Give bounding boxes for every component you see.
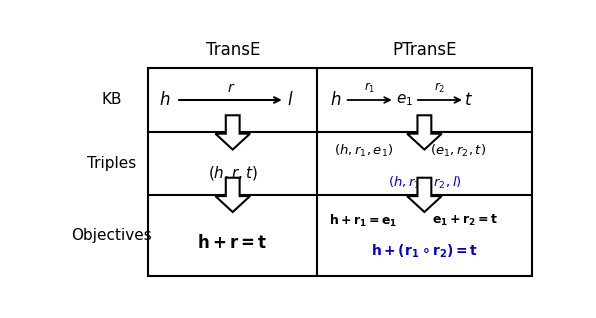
FancyArrow shape xyxy=(407,115,442,149)
Text: Objectives: Objectives xyxy=(71,228,152,243)
Text: $(h,r_1\circ r_2,l)$: $(h,r_1\circ r_2,l)$ xyxy=(387,175,461,191)
Text: $e_1$: $e_1$ xyxy=(396,92,413,108)
Text: $t$: $t$ xyxy=(464,91,473,109)
Text: PTransE: PTransE xyxy=(392,41,457,59)
FancyArrow shape xyxy=(215,178,250,212)
Text: KB: KB xyxy=(101,93,122,107)
Text: $\mathbf{h+(r_1\circ r_2)=t}$: $\mathbf{h+(r_1\circ r_2)=t}$ xyxy=(371,243,478,260)
Text: $l$: $l$ xyxy=(287,91,293,109)
Text: $h$: $h$ xyxy=(330,91,341,109)
Text: $(h,r,t)$: $(h,r,t)$ xyxy=(207,164,257,183)
FancyArrow shape xyxy=(215,115,250,149)
Text: $(e_1,r_2,t)$: $(e_1,r_2,t)$ xyxy=(430,143,486,159)
Text: $r_2$: $r_2$ xyxy=(434,81,445,95)
Text: $\mathbf{h+r_1=e_1}$: $\mathbf{h+r_1=e_1}$ xyxy=(330,212,398,229)
Text: $\mathbf{h+r=t}$: $\mathbf{h+r=t}$ xyxy=(197,234,268,252)
Text: $\mathbf{e_1+r_2=t}$: $\mathbf{e_1+r_2=t}$ xyxy=(432,213,498,228)
FancyArrow shape xyxy=(407,178,442,212)
Text: $r$: $r$ xyxy=(227,81,236,95)
Text: $h$: $h$ xyxy=(159,91,170,109)
Text: Triples: Triples xyxy=(87,156,136,171)
Text: $(h,r_1,e_1)$: $(h,r_1,e_1)$ xyxy=(334,143,393,159)
Text: $r_1$: $r_1$ xyxy=(364,81,375,95)
Text: TransE: TransE xyxy=(206,41,260,59)
